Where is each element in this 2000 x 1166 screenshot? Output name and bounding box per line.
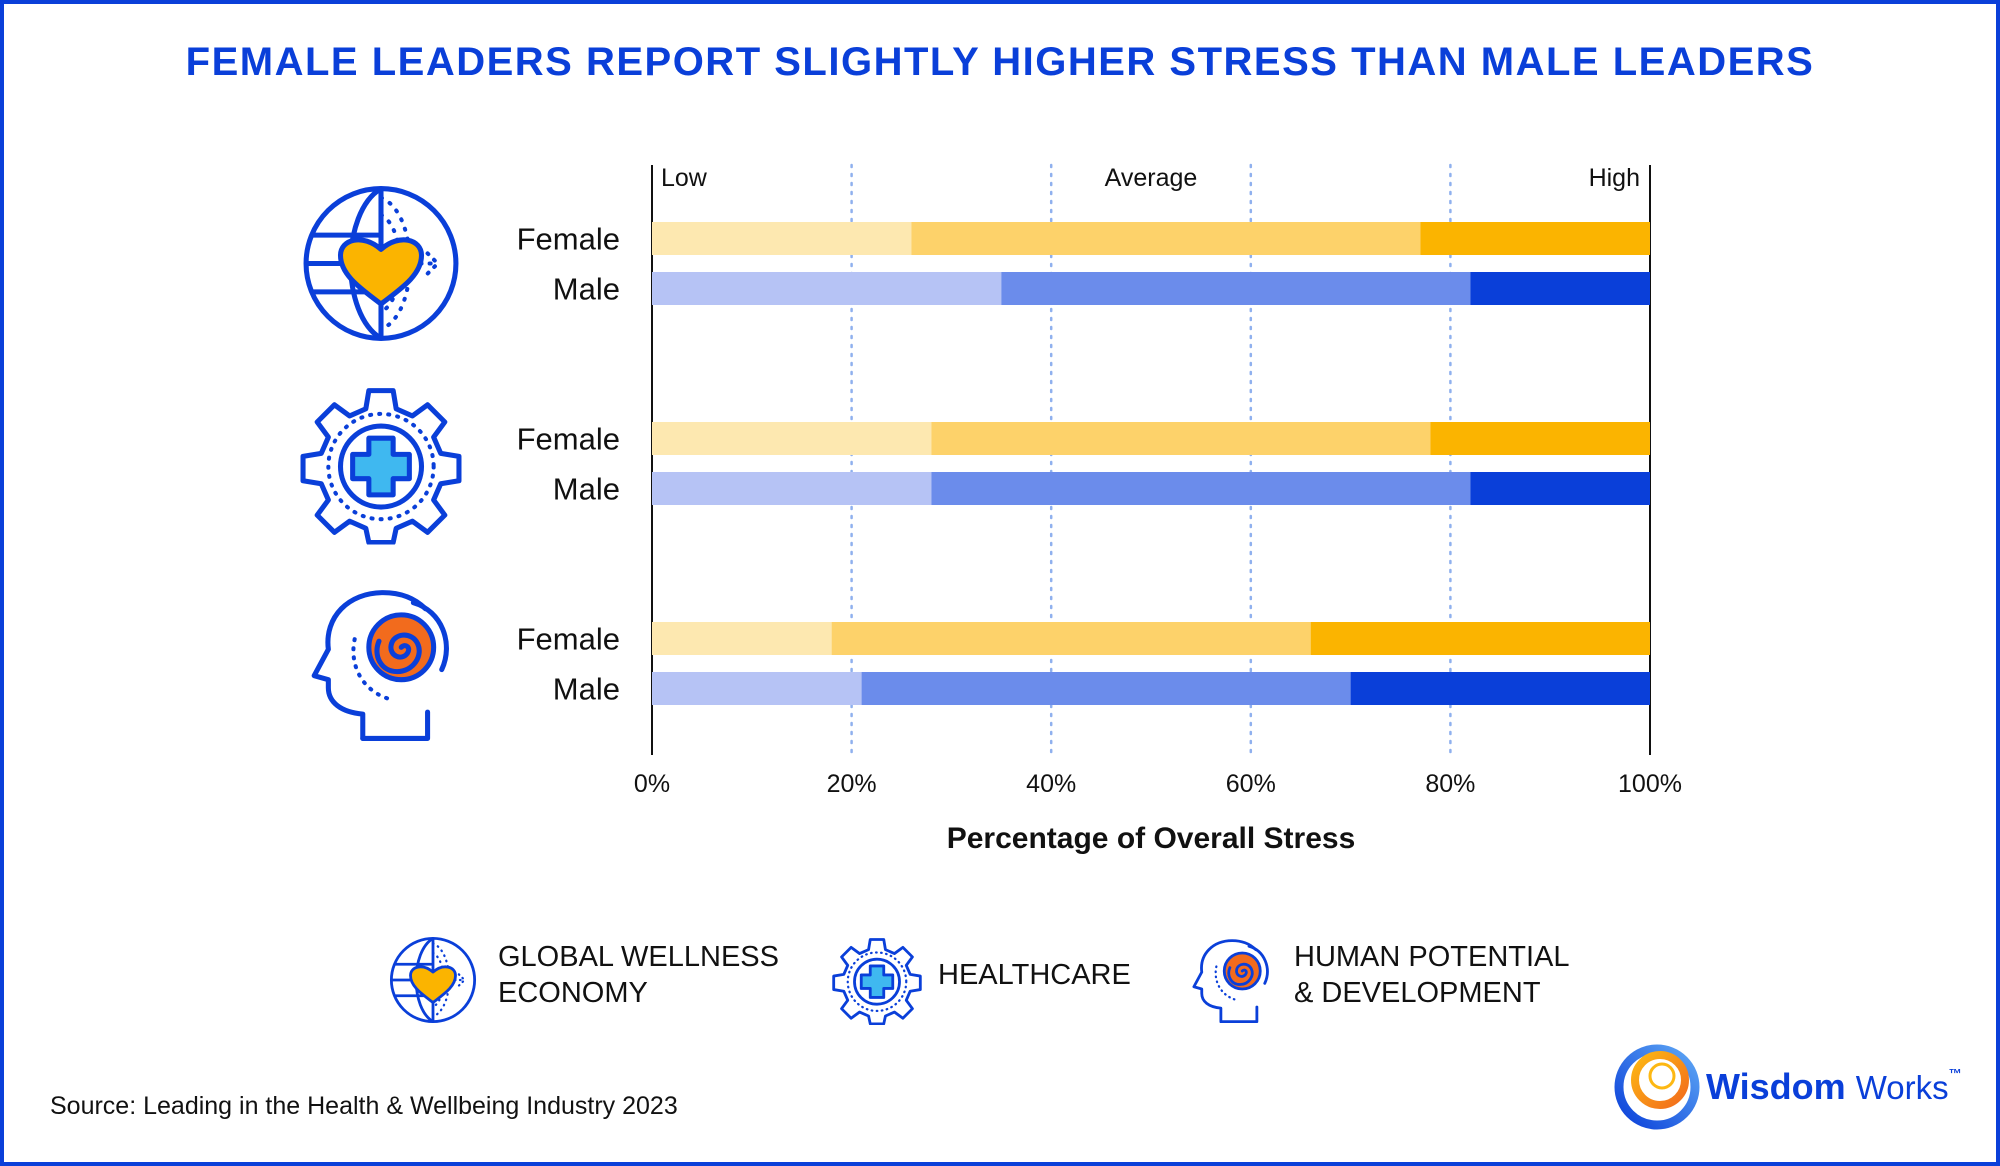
- bar-segment: [831, 622, 1311, 655]
- bar-label: Male: [553, 272, 620, 307]
- scale-label: Low: [661, 164, 708, 192]
- gear-plus-icon-shape: [303, 391, 459, 543]
- head-spiral-icon-shape: [314, 593, 446, 739]
- brand-name-a: Wisdom: [1706, 1066, 1846, 1107]
- labels: Low Average High 0% 20% 40% 60% 80% 100% Percenta…: [517, 164, 1682, 855]
- x-tick-label: 0%: [634, 770, 670, 798]
- bar-segment: [652, 622, 832, 655]
- legend-label-line: GLOBAL WELLNESS: [498, 941, 779, 973]
- bar-label: Female: [517, 422, 620, 457]
- bar-segment: [652, 422, 932, 455]
- bar-segment: [1470, 272, 1650, 305]
- bar-segment: [1420, 222, 1650, 255]
- head-spiral-icon: [1192, 939, 1269, 1024]
- globe-heart-icon: [306, 189, 456, 339]
- bar-segment: [652, 222, 912, 255]
- legend-label-line: ECONOMY: [498, 977, 648, 1009]
- scale-label: Average: [1105, 164, 1198, 192]
- legend-label-line: HEALTHCARE: [938, 959, 1131, 991]
- bar-segment: [931, 422, 1431, 455]
- x-axis-label: Percentage of Overall Stress: [947, 822, 1356, 855]
- globe-heart-icon: [389, 936, 477, 1024]
- scale-label: High: [1589, 164, 1640, 192]
- gear-plus-icon: [303, 391, 459, 543]
- bars: [652, 222, 1650, 705]
- bar-label: Female: [517, 222, 620, 257]
- bar-segment: [861, 672, 1351, 705]
- brand-tm: ™: [1948, 1066, 1962, 1081]
- legend-label-line: HUMAN POTENTIAL: [1294, 941, 1570, 973]
- globe-heart-icon-shape: [306, 189, 456, 339]
- x-tick-label: 20%: [827, 770, 877, 798]
- source-note: Source: Leading in the Health & Wellbein…: [50, 1092, 678, 1120]
- x-tick-label: 80%: [1425, 770, 1475, 798]
- bar-label: Female: [517, 622, 620, 657]
- bar-segment: [1001, 272, 1471, 305]
- bar-label: Male: [553, 472, 620, 507]
- bar-label: Male: [553, 672, 620, 707]
- bar-segment: [1430, 422, 1650, 455]
- gridlines: [850, 163, 1452, 757]
- x-tick-label: 40%: [1026, 770, 1076, 798]
- bar-segment: [652, 472, 932, 505]
- x-tick-label: 100%: [1618, 770, 1682, 798]
- bar-segment: [931, 472, 1471, 505]
- legend: GLOBAL WELLNESS ECONOMY HEALTHCARE HUMAN…: [0, 925, 2000, 1035]
- bar-segment: [1350, 672, 1650, 705]
- chart-area: Low Average High 0% 20% 40% 60% 80% 100% Percenta…: [0, 163, 1682, 855]
- x-tick-label: 60%: [1226, 770, 1276, 798]
- gear-plus-icon: [832, 938, 922, 1025]
- wisdom-works-logo: Wisdom Works™: [1612, 1042, 1962, 1132]
- swirl-logo-icon: [1614, 1044, 1700, 1130]
- chart-title: FEMALE LEADERS REPORT SLIGHTLY HIGHER ST…: [185, 40, 1815, 84]
- brand-name-b: Works: [1855, 1069, 1949, 1106]
- bar-segment: [652, 272, 1002, 305]
- head-spiral-icon: [314, 593, 446, 739]
- bar-segment: [1310, 622, 1650, 655]
- legend-label-line: & DEVELOPMENT: [1294, 977, 1541, 1009]
- bar-segment: [652, 672, 862, 705]
- bar-segment: [1470, 472, 1650, 505]
- axes: [651, 165, 1651, 755]
- group-icons: [303, 189, 459, 739]
- bar-segment: [911, 222, 1421, 255]
